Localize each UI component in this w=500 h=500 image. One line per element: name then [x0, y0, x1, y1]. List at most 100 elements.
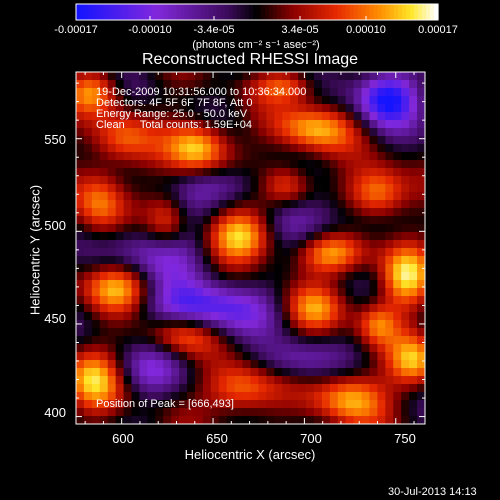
heatmap-cell	[337, 392, 347, 401]
colorbar-cell	[200, 4, 206, 20]
heatmap-cell	[345, 192, 355, 201]
heatmap-cell	[210, 120, 220, 129]
heatmap-cell	[107, 376, 117, 385]
heatmap-cell	[91, 416, 101, 425]
heatmap-cell	[321, 232, 331, 241]
heatmap-cell	[226, 152, 236, 161]
heatmap-cell	[393, 192, 402, 201]
heatmap-cell	[250, 224, 259, 233]
heatmap-cell	[155, 416, 164, 425]
heatmap-cell	[234, 280, 244, 289]
heatmap-cell	[353, 288, 363, 297]
heatmap-cell	[393, 184, 402, 193]
heatmap-cell	[393, 200, 402, 209]
heatmap-cell	[377, 184, 386, 193]
heatmap-cell	[171, 392, 180, 401]
heatmap-cell	[171, 344, 180, 353]
heatmap-cell	[393, 240, 402, 249]
heatmap-cell	[242, 184, 251, 193]
heatmap-cell	[401, 360, 410, 369]
heatmap-cell	[282, 344, 291, 353]
heatmap-cell	[234, 248, 244, 257]
heatmap-cell	[99, 376, 109, 385]
heatmap-cell	[234, 136, 244, 145]
heatmap-cell	[194, 272, 204, 281]
heatmap-cell	[91, 360, 101, 369]
heatmap-cell	[147, 120, 156, 129]
heatmap-cell	[171, 168, 180, 177]
heatmap-cell	[385, 240, 394, 249]
heatmap-cell	[139, 72, 148, 81]
heatmap-cell	[76, 384, 85, 393]
heatmap-cell	[155, 72, 164, 81]
heatmap-cell	[76, 200, 85, 209]
heatmap-cell	[321, 264, 331, 273]
heatmap-cell	[385, 144, 394, 153]
heatmap-cell	[171, 104, 180, 113]
heatmap-cell	[115, 304, 125, 313]
heatmap-cell	[266, 352, 275, 361]
heatmap-cell	[409, 104, 418, 113]
heatmap-cell	[123, 144, 133, 153]
heatmap-cell	[345, 344, 355, 353]
heatmap-cell	[321, 184, 331, 193]
heatmap-cell	[139, 88, 148, 97]
heatmap-cell	[353, 312, 363, 321]
heatmap-cell	[329, 376, 339, 385]
heatmap-cell	[417, 304, 426, 313]
heatmap-cell	[131, 320, 140, 329]
heatmap-cell	[393, 392, 402, 401]
heatmap-cell	[194, 112, 204, 121]
heatmap-cell	[171, 376, 180, 385]
colorbar-cell	[152, 4, 158, 20]
heatmap-cell	[393, 336, 402, 345]
heatmap-cell	[147, 232, 156, 241]
heatmap-cell	[187, 144, 196, 153]
heatmap-cell	[163, 192, 172, 201]
heatmap-cell	[91, 176, 101, 185]
heatmap-cell	[147, 88, 156, 97]
heatmap-cell	[369, 112, 378, 121]
heatmap-cell	[107, 224, 117, 233]
heatmap-cell	[329, 280, 339, 289]
heatmap-cell	[131, 336, 140, 345]
colorbar-cell	[128, 4, 133, 20]
heatmap-cell	[115, 232, 125, 241]
heatmap-cell	[329, 400, 339, 409]
heatmap-cell	[202, 216, 212, 225]
heatmap-cell	[115, 200, 125, 209]
heatmap-cell	[417, 160, 426, 169]
heatmap-cell	[91, 320, 101, 329]
heatmap-cell	[163, 400, 172, 409]
heatmap-cell	[337, 248, 347, 257]
heatmap-cell	[83, 392, 93, 401]
heatmap-cell	[131, 384, 140, 393]
heatmap-cell	[353, 104, 363, 113]
heatmap-cell	[179, 360, 188, 369]
heatmap-cell	[385, 120, 394, 129]
heatmap-cell	[83, 304, 93, 313]
heatmap-cell	[210, 408, 220, 417]
heatmap-cell	[76, 152, 85, 161]
heatmap-cell	[131, 368, 140, 377]
heatmap-cell	[139, 272, 148, 281]
y-tick-label: 550	[44, 132, 66, 147]
heatmap-cell	[337, 104, 347, 113]
heatmap-cell	[337, 72, 347, 81]
heatmap-cell	[393, 208, 402, 217]
heatmap-cell	[377, 312, 386, 321]
heatmap-cell	[171, 416, 180, 425]
heatmap-cell	[99, 168, 109, 177]
heatmap-cell	[107, 360, 117, 369]
heatmap-cell	[353, 152, 363, 161]
heatmap-cell	[179, 416, 188, 425]
heatmap-cell	[83, 112, 93, 121]
heatmap-cell	[107, 280, 117, 289]
heatmap-cell	[242, 152, 251, 161]
heatmap-cell	[401, 304, 410, 313]
heatmap-cell	[306, 408, 315, 417]
heatmap-cell	[83, 128, 93, 137]
heatmap-cell	[385, 264, 394, 273]
heatmap-cell	[306, 344, 315, 353]
heatmap-cell	[187, 120, 196, 129]
